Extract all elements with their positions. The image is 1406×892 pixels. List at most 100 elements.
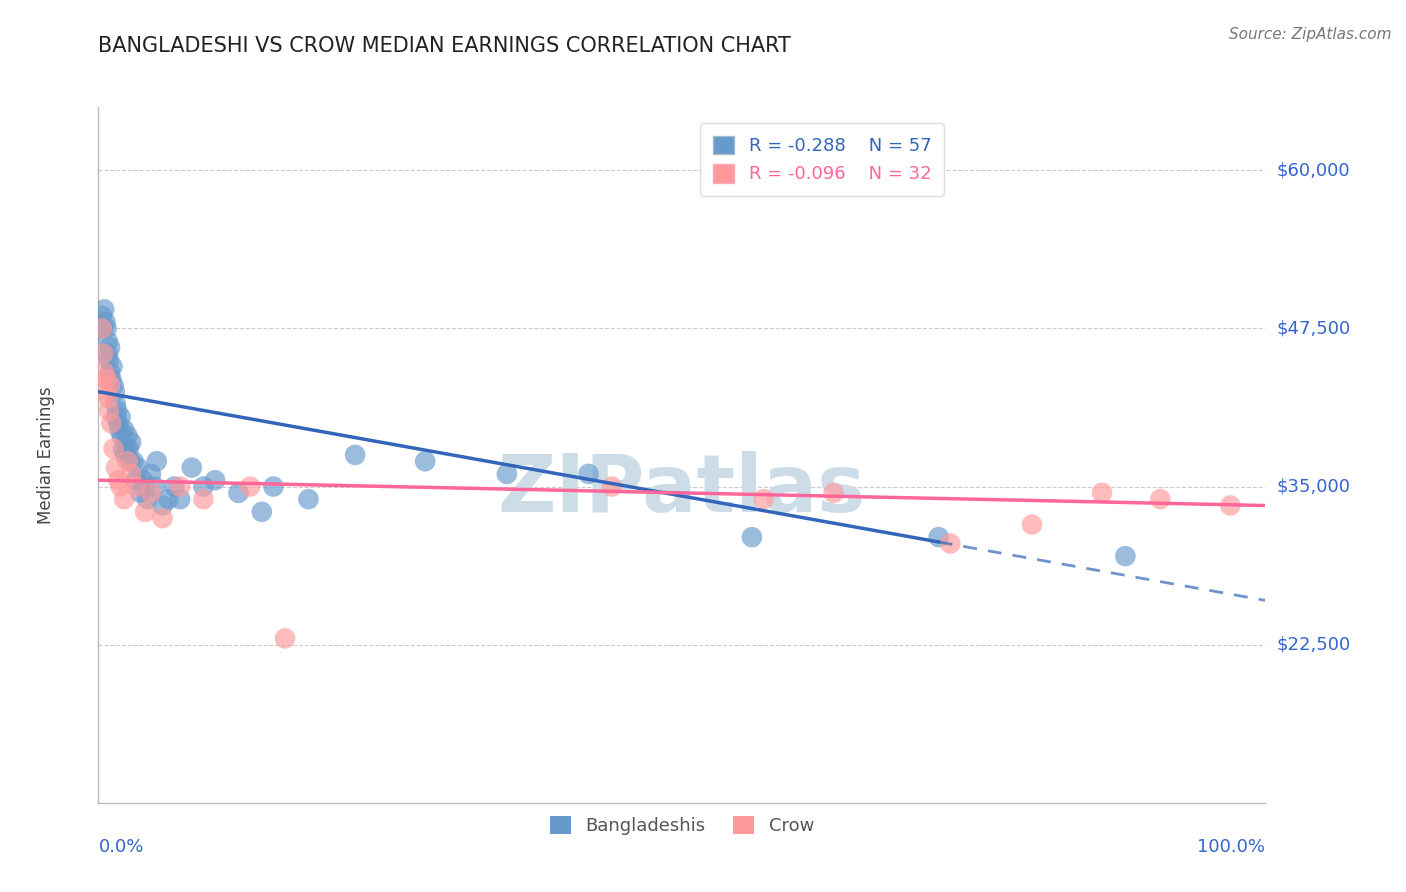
Point (112, 492, 135, 507)
Point (1021, 517, 1043, 532)
Point (125, 479, 148, 493)
Point (163, 479, 186, 493)
Point (103, 442, 125, 456)
Point (98, 340, 121, 354)
Text: Source: ZipAtlas.com: Source: ZipAtlas.com (1229, 27, 1392, 42)
Point (93, 302, 115, 317)
Point (600, 479, 623, 493)
Text: $47,500: $47,500 (1277, 319, 1351, 337)
Point (152, 511, 174, 525)
Point (1149, 492, 1171, 507)
Point (344, 448, 367, 462)
Text: $35,000: $35,000 (1277, 477, 1351, 496)
Point (111, 429, 134, 443)
Text: ZIPatlas: ZIPatlas (498, 450, 866, 529)
Point (97, 391, 120, 405)
Text: Median Earnings: Median Earnings (37, 386, 55, 524)
Point (169, 479, 191, 493)
Point (103, 378, 125, 392)
Point (413, 454, 436, 468)
Point (129, 486, 152, 500)
Point (91, 347, 114, 361)
Point (262, 479, 284, 493)
Point (228, 486, 250, 500)
Point (105, 403, 128, 417)
Point (115, 442, 138, 456)
Point (117, 454, 139, 468)
Point (100, 417, 122, 431)
Point (96, 372, 118, 386)
Point (578, 467, 600, 481)
Point (94, 384, 117, 399)
Point (139, 467, 162, 481)
Point (117, 429, 139, 443)
Point (1114, 549, 1136, 563)
Text: BANGLADESHI VS CROW MEDIAN EARNINGS CORRELATION CHART: BANGLADESHI VS CROW MEDIAN EARNINGS CORR… (98, 36, 792, 55)
Point (97, 353, 120, 368)
Point (239, 479, 262, 493)
Point (297, 492, 319, 507)
Point (143, 479, 166, 493)
Point (97, 403, 120, 417)
Point (110, 479, 132, 493)
Point (152, 499, 174, 513)
Point (741, 530, 763, 544)
Point (104, 397, 127, 411)
Point (104, 460, 127, 475)
Point (752, 492, 775, 507)
Point (120, 435, 142, 450)
Point (94, 315, 117, 329)
Point (97, 334, 120, 348)
Point (127, 460, 149, 475)
Point (108, 423, 131, 437)
Point (96, 321, 118, 335)
Point (136, 492, 159, 507)
Point (274, 632, 297, 646)
Point (146, 454, 169, 468)
Point (97, 347, 120, 361)
Point (139, 486, 162, 500)
Point (122, 454, 145, 468)
Legend: Bangladeshis, Crow: Bangladeshis, Crow (543, 809, 821, 842)
Point (93, 366, 115, 380)
Point (90, 309, 112, 323)
Point (134, 505, 156, 519)
Point (132, 473, 155, 487)
Point (193, 492, 215, 507)
Text: $60,000: $60,000 (1277, 161, 1350, 179)
Point (118, 442, 141, 456)
Point (125, 473, 148, 487)
Point (193, 479, 215, 493)
Point (180, 460, 202, 475)
Point (111, 442, 134, 456)
Point (496, 467, 519, 481)
Point (134, 479, 156, 493)
Point (1219, 499, 1241, 513)
Point (928, 530, 950, 544)
Point (110, 409, 132, 424)
Point (1091, 486, 1114, 500)
Text: 0.0%: 0.0% (98, 838, 143, 855)
Point (204, 473, 226, 487)
Point (90, 321, 112, 335)
Point (107, 473, 129, 487)
Point (104, 384, 127, 399)
Point (939, 536, 962, 550)
Point (823, 486, 845, 500)
Point (120, 467, 142, 481)
Point (98, 366, 121, 380)
Point (91, 321, 114, 335)
Point (250, 505, 273, 519)
Point (104, 409, 127, 424)
Point (101, 359, 124, 374)
Text: 100.0%: 100.0% (1198, 838, 1265, 855)
Point (118, 454, 141, 468)
Point (157, 492, 180, 507)
Point (114, 448, 136, 462)
Point (107, 417, 129, 431)
Point (98, 378, 121, 392)
Text: $22,500: $22,500 (1277, 636, 1351, 654)
Point (100, 372, 122, 386)
Point (112, 423, 135, 437)
Point (169, 492, 191, 507)
